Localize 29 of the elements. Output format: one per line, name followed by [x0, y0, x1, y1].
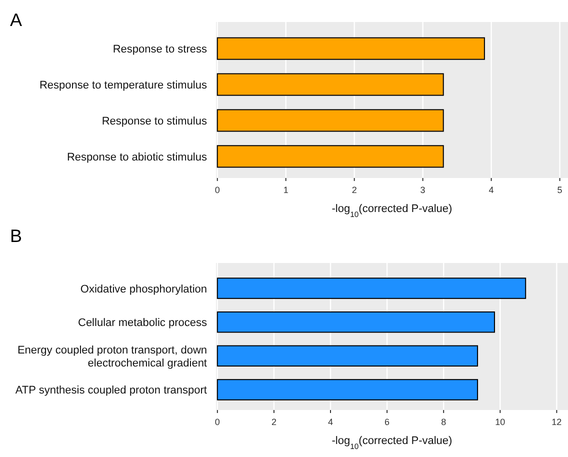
- bar: [216, 379, 478, 400]
- x-axis-title: -log$_{10}$(corrected P-value): [332, 203, 452, 218]
- x-tick-label: 0: [214, 185, 220, 195]
- x-tick-label: 5: [557, 185, 562, 195]
- bar: [216, 345, 478, 367]
- x-tick-label: 2: [271, 417, 276, 427]
- y-tick-label: Oxidative phosphorylation: [80, 283, 207, 296]
- x-tick-label: 4: [328, 417, 334, 427]
- x-tick-label: 0: [214, 417, 220, 427]
- x-tick-label: 1: [283, 185, 288, 195]
- x-tick-label: 2: [352, 185, 357, 195]
- x-tick-label: 3: [420, 185, 426, 195]
- x-tick-label: 6: [384, 417, 390, 427]
- y-tick-label: ATP synthesis coupled proton transport: [15, 384, 207, 397]
- x-axis-title: -log$_{10}$(corrected P-value): [332, 435, 452, 450]
- bar: [216, 311, 495, 333]
- x-tick-label: 8: [441, 417, 446, 427]
- x-tick-label: 4: [488, 185, 494, 195]
- y-tick-label: Energy coupled proton transport, down electrochemical gradient: [17, 344, 207, 370]
- y-tick-label: Response to stimulus: [102, 115, 208, 128]
- y-tick-label: Response to stress: [112, 44, 208, 56]
- y-tick-label: Response to temperature stimulus: [39, 80, 208, 92]
- x-tick-label: 12: [552, 417, 562, 427]
- bar: [216, 278, 526, 299]
- x-tick-label: 10: [495, 417, 506, 427]
- text: B: [10, 226, 22, 246]
- y-tick-label: Cellular metabolic process: [78, 317, 208, 330]
- y-tick-label: Response to abiotic stimulus: [66, 151, 208, 164]
- text: A: [10, 10, 22, 30]
